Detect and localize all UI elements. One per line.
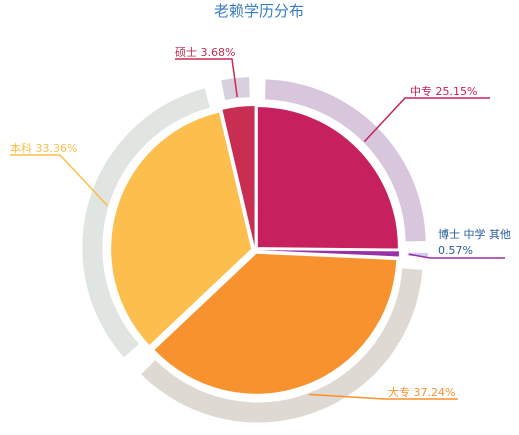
slice-labels: 中专 25.15% 博士 中学 其他 0.57% 大专 37.24% 本科 33.36%… [10,46,511,399]
chart-title: 老赖学历分布 [214,2,304,20]
leader-博士 中学 其他 [408,253,505,259]
ring-overlay-0 [265,79,426,242]
leader-中专 [363,97,490,143]
ring-0 [265,79,426,242]
ring-overlay-2 [141,268,423,423]
leader-硕士 [175,58,238,98]
leader-大专 [308,393,458,400]
label-中专: 中专 25.15% [410,84,477,98]
label-大专: 大专 37.24% [388,385,455,399]
ring-overlay-3 [82,88,210,358]
ring-3 [82,88,210,358]
ring-2 [141,268,423,423]
slice-中专[interactable] [257,107,398,249]
label-本科: 本科 33.36% [10,141,77,155]
slice-本科[interactable] [111,112,252,345]
label-博士 中学 其他-value: 0.57% [438,244,473,257]
slice-硕士[interactable] [222,106,255,247]
leader-本科 [10,154,109,207]
slice-大专[interactable] [154,253,397,394]
label-博士 中学 其他-name: 博士 中学 其他 [438,227,511,241]
outer-rings [82,77,428,423]
label-硕士: 硕士 3.68% [175,46,235,59]
leader-lines [10,58,505,400]
slice-博士 中学 其他[interactable] [258,250,399,257]
pie-slices [111,106,399,394]
